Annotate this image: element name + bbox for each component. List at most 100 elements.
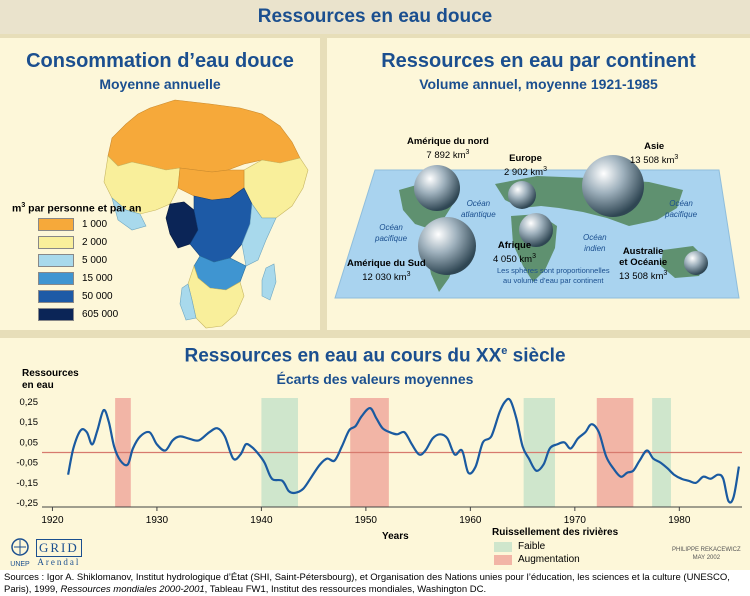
runoff-legend-high-label: Augmentation: [518, 554, 580, 565]
label-africa-name: Afrique: [497, 240, 532, 251]
label-australia-name: Australie: [622, 246, 664, 257]
ocean-pacific-right: Océan pacifique: [665, 198, 697, 220]
runoff-legend-low: Faible: [494, 541, 545, 552]
africa-central-region: [189, 187, 253, 263]
y-tick-label: 0,25: [20, 397, 39, 408]
y-tick-label: -0,05: [16, 458, 38, 469]
consumption-panel: Consommation d’eau douce Moyenne annuell…: [0, 38, 320, 330]
africa-southeast-region: [179, 283, 197, 321]
label-north-america: Amérique du nord 7 892 km3: [407, 136, 489, 161]
sphere-south-america: [418, 217, 476, 275]
consumption-legend-swatch: [38, 236, 74, 249]
author-name: PHILIPPE REKACEWICZ: [672, 547, 741, 553]
label-africa-value: 4 050 km: [493, 254, 533, 266]
label-europe-value: 2 902 km: [504, 167, 544, 179]
africa-map: [103, 99, 309, 329]
consumption-legend-label: 5 000: [82, 255, 108, 266]
gutter-top: [0, 34, 750, 38]
ocean-indian-line2: indien: [584, 244, 606, 253]
timeseries-title: Ressources en eau au cours du XXe siècle: [0, 345, 750, 367]
label-europe-name: Europe: [509, 153, 542, 164]
sources-text: Sources : Igor A. Shiklomanov, Institut …: [4, 572, 730, 595]
consumption-legend-item: 15 000: [38, 272, 113, 285]
label-africa: Afrique 4 050 km3: [493, 240, 536, 265]
ocean-indian-line1: Océan: [583, 233, 607, 242]
madagascar: [261, 263, 277, 301]
label-europe-unit: 3: [543, 166, 547, 173]
timeseries-title-end: siècle: [507, 345, 566, 367]
gutter-middle: [320, 34, 327, 334]
runoff-legend-low-label: Faible: [518, 541, 546, 552]
runoff-legend-high: Augmentation: [494, 554, 580, 565]
label-asia: Asie 13 508 km3: [630, 141, 678, 166]
label-africa-unit: 3: [532, 253, 536, 260]
consumption-legend-item: 50 000: [38, 290, 113, 303]
legend-title-sup: 3: [21, 202, 26, 209]
label-north-america-value: 7 892 km: [426, 150, 466, 162]
author-credit: PHILIPPE REKACEWICZ MAY 2002: [672, 546, 741, 562]
sphere-note-line2: au volume d’eau par continent: [503, 276, 604, 285]
grid-label: GRID: [36, 539, 82, 557]
label-australia-unit: 3: [663, 270, 668, 277]
timeseries-subtitle: Écarts des valeurs moyennes: [276, 371, 474, 387]
consumption-legend-label: 15 000: [82, 273, 113, 284]
gutter-horizontal: [0, 330, 750, 338]
timeseries-chart: 0,25 0,15 0,05 -0,05 -0,15 -0,25 1920 1930 1940…: [16, 397, 742, 526]
continent-subtitle: Volume annuel, moyenne 1921-1985: [419, 76, 658, 92]
continent-panel: Ressources en eau par continent Volume a…: [327, 38, 750, 330]
ocean-pacific-right-line2: pacifique: [665, 210, 698, 219]
consumption-legend-item: 1 000: [38, 218, 107, 231]
world-map: [334, 155, 740, 299]
legend-title-text: par personne et par an: [25, 202, 142, 215]
timeseries-panel: Ressources en eau au cours du XXe siècle…: [0, 338, 750, 570]
logos: UNEP GRID Arendal: [10, 538, 82, 568]
consumption-legend-label: 50 000: [82, 291, 113, 302]
x-tick-label: 1970: [564, 515, 587, 526]
label-asia-value: 13 508 km: [630, 155, 675, 167]
consumption-title: Consommation d’eau douce: [26, 50, 294, 72]
sphere-asia: [582, 155, 644, 217]
y-tick-label: -0,15: [16, 478, 38, 489]
consumption-legend-swatch: [38, 254, 74, 267]
consumption-legend-swatch: [38, 272, 74, 285]
label-south-america-unit: 3: [406, 271, 411, 278]
runoff-legend-high-swatch: [494, 554, 512, 565]
label-north-america-name: Amérique du nord: [407, 136, 489, 147]
sphere-note-line1: Les sphères sont proportionnelles: [497, 266, 610, 275]
runoff-legend-title: Ruissellement des rivières: [492, 527, 619, 538]
sphere-note: Les sphères sont proportionnelles au vol…: [497, 266, 610, 286]
timeseries-title-sup: e: [501, 345, 508, 357]
banner: Ressources en eau douce: [0, 0, 750, 34]
author-date: MAY 2002: [692, 555, 721, 561]
timeseries-title-text: Ressources en eau au cours du: [184, 345, 476, 367]
ocean-pacific-right-line1: Océan: [669, 199, 693, 208]
label-asia-name: Asie: [644, 141, 665, 152]
y-ticks: 0,25 0,15 0,05 -0,05 -0,15 -0,25: [16, 397, 38, 509]
consumption-legend-item: 5 000: [38, 254, 107, 267]
timeseries-title-century: XX: [475, 345, 502, 367]
label-europe: Europe 2 902 km3: [504, 153, 547, 178]
continent-title: Ressources en eau par continent: [381, 50, 696, 72]
africa-coast-region: [111, 197, 147, 231]
label-south-america: Amérique du Sud 12 030 km3: [347, 258, 426, 283]
label-australia-value: 13 508 km: [619, 271, 664, 283]
label-south-america-value: 12 030 km: [362, 272, 407, 284]
label-north-america-unit: 3: [465, 149, 470, 156]
africa-east-region: [241, 203, 277, 267]
ocean-atlantic: Océan atlantique: [461, 198, 496, 220]
label-asia-unit: 3: [674, 154, 679, 161]
legend-title-unit: m: [12, 202, 22, 215]
sphere-africa: [519, 213, 553, 247]
sphere-australia: [684, 251, 708, 275]
arendal-label: Arendal: [37, 557, 81, 567]
ocean-atlantic-line1: Océan: [466, 199, 491, 208]
series-line: [67, 397, 740, 504]
x-tick-label: 1980: [668, 515, 691, 526]
y-axis-label: Ressources en eau: [22, 368, 79, 391]
consumption-legend-title: m3 par personne et par an: [12, 202, 141, 215]
label-australia: Australie et Océanie 13 508 km3: [619, 246, 667, 282]
ocean-pacific-left: Océan pacifique: [375, 222, 407, 244]
consumption-legend-swatch: [38, 290, 74, 303]
x-tick-label: 1920: [41, 515, 64, 526]
y-tick-label: 0,15: [20, 417, 39, 428]
